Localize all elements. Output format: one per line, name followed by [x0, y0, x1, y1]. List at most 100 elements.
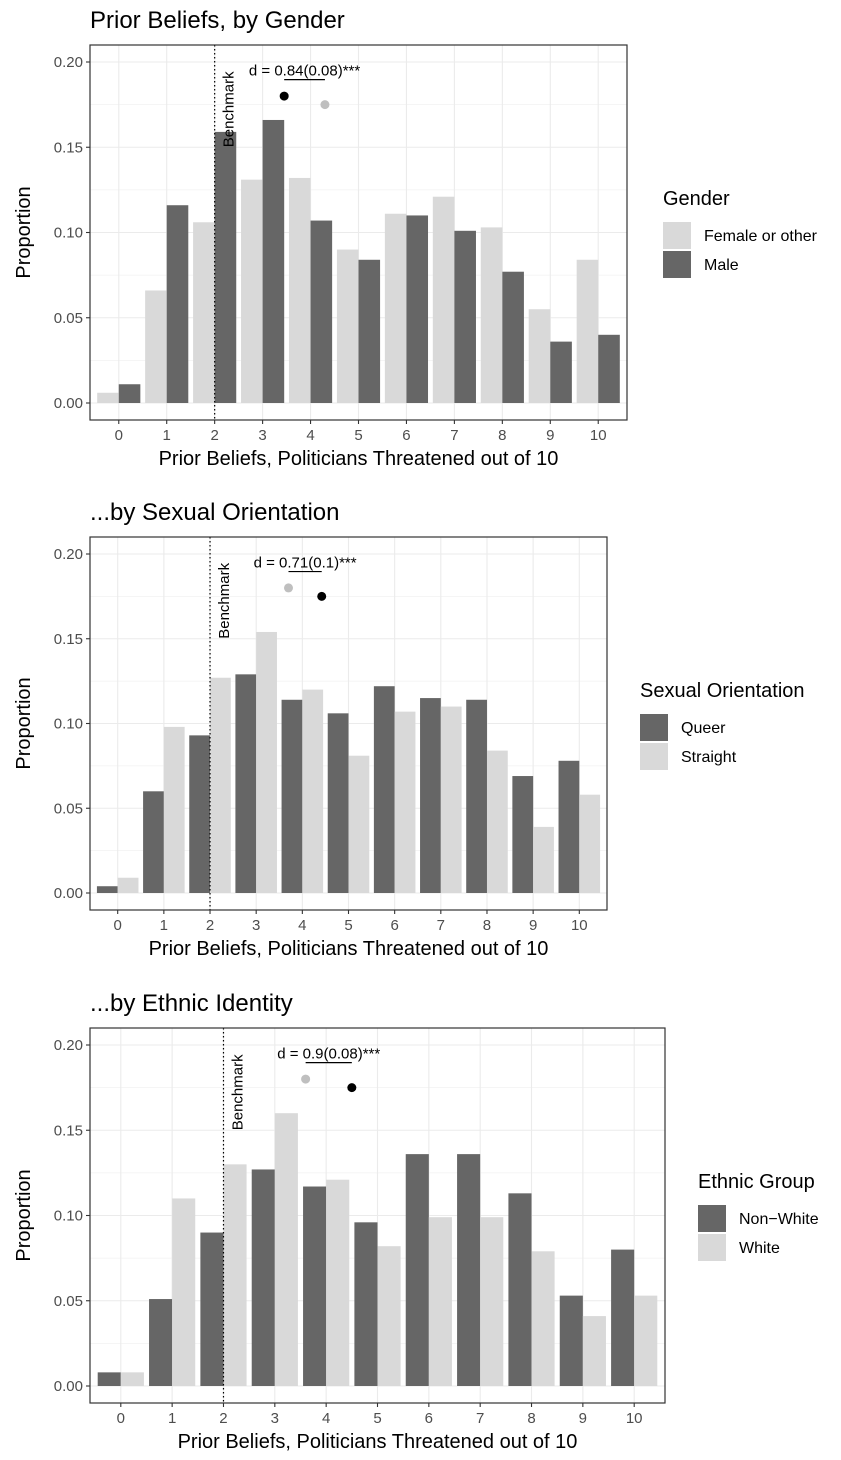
- bar: [327, 713, 349, 893]
- y-tick-label: 0.15: [54, 631, 83, 648]
- legend-key: [663, 251, 691, 278]
- legend-label: Female or other: [704, 228, 818, 245]
- bar: [559, 1295, 583, 1386]
- legend-key: [698, 1234, 726, 1261]
- y-tick-label: 0.10: [54, 716, 83, 733]
- bar: [420, 698, 441, 893]
- bar: [432, 196, 455, 403]
- bar: [428, 1217, 452, 1386]
- bar: [384, 213, 407, 403]
- bar: [454, 230, 476, 403]
- bar: [502, 271, 524, 403]
- benchmark-label: Benchmark: [229, 1054, 246, 1130]
- bar: [531, 1251, 555, 1386]
- legend: Sexual Orientation Queer Straight: [640, 680, 805, 770]
- x-tick-label: 4: [298, 917, 306, 934]
- y-tick-label: 0.00: [54, 1378, 83, 1395]
- x-tick-label: 0: [114, 917, 122, 934]
- bar: [274, 1113, 298, 1386]
- bar: [405, 1154, 429, 1386]
- x-tick-label: 7: [476, 1410, 484, 1427]
- bar: [288, 177, 311, 403]
- bar: [223, 1164, 247, 1386]
- benchmark-label: Benchmark: [221, 71, 238, 147]
- bar: [558, 760, 580, 893]
- x-tick-label: 6: [390, 917, 398, 934]
- effect-size-annotation: d = 0.84(0.08)***: [249, 63, 360, 80]
- y-tick-label: 0.20: [54, 54, 83, 71]
- bar: [579, 794, 601, 893]
- x-tick-label: 9: [546, 427, 554, 444]
- bar: [406, 215, 429, 403]
- benchmark-label: Benchmark: [216, 562, 233, 638]
- y-tick-label: 0.10: [54, 1208, 83, 1225]
- x-tick-label: 3: [271, 1410, 279, 1427]
- x-tick-label: 6: [402, 427, 410, 444]
- bar: [189, 735, 211, 893]
- bar: [149, 1299, 173, 1386]
- x-axis-label: Prior Beliefs, Politicians Threatened ou…: [178, 1431, 578, 1453]
- bar: [210, 677, 231, 893]
- bar: [598, 334, 620, 403]
- legend-label: Queer: [681, 720, 726, 737]
- x-axis-label: Prior Beliefs, Politicians Threatened ou…: [159, 448, 559, 470]
- x-tick-label: 0: [115, 427, 123, 444]
- bar: [241, 179, 263, 403]
- bar: [528, 309, 551, 403]
- x-tick-label: 10: [571, 917, 588, 934]
- x-tick-label: 8: [527, 1410, 535, 1427]
- bar: [256, 631, 277, 893]
- x-axis-label: Prior Beliefs, Politicians Threatened ou…: [149, 938, 549, 960]
- chart-0: Prior Beliefs, by Gender Benchmark d = 0.8…: [13, 7, 818, 470]
- x-tick-label: 7: [437, 917, 445, 934]
- effect-size-annotation: d = 0.9(0.08)***: [277, 1046, 380, 1063]
- bar: [533, 826, 554, 893]
- mean-point: [283, 583, 293, 593]
- bar: [466, 699, 487, 893]
- legend-title: Sexual Orientation: [640, 680, 805, 702]
- mean-point: [301, 1074, 311, 1084]
- x-tick-label: 8: [498, 427, 506, 444]
- x-tick-label: 1: [168, 1410, 176, 1427]
- y-tick-label: 0.20: [54, 546, 83, 563]
- legend-key: [663, 222, 691, 249]
- legend-key: [640, 714, 668, 741]
- bar: [200, 1232, 224, 1386]
- bar: [118, 384, 141, 403]
- x-tick-label: 10: [590, 427, 607, 444]
- bar: [172, 1198, 196, 1386]
- y-tick-label: 0.00: [54, 885, 83, 902]
- x-tick-label: 2: [210, 427, 218, 444]
- bar: [120, 1372, 144, 1386]
- x-tick-label: 0: [117, 1410, 125, 1427]
- legend-title: Ethnic Group: [698, 1171, 815, 1193]
- bar: [373, 686, 395, 893]
- legend-label: Straight: [681, 749, 737, 766]
- x-tick-label: 2: [206, 917, 214, 934]
- bar: [394, 711, 416, 893]
- bar: [310, 220, 333, 403]
- x-tick-label: 9: [579, 1410, 587, 1427]
- y-axis-label: Proportion: [13, 1169, 35, 1261]
- legend-key: [698, 1205, 726, 1232]
- bar: [302, 689, 324, 893]
- bar: [480, 1217, 504, 1386]
- bar: [457, 1154, 481, 1386]
- x-tick-label: 5: [344, 917, 352, 934]
- bar: [486, 750, 508, 893]
- y-tick-label: 0.15: [54, 139, 83, 156]
- bar: [251, 1169, 275, 1386]
- x-tick-label: 1: [163, 427, 171, 444]
- bar: [550, 341, 572, 403]
- x-tick-label: 2: [219, 1410, 227, 1427]
- y-tick-label: 0.10: [54, 225, 83, 242]
- effect-size-annotation: d = 0.71(0.1)***: [254, 555, 357, 572]
- chart-title: ...by Ethnic Identity: [90, 990, 293, 1017]
- y-axis-label: Proportion: [13, 677, 35, 769]
- bar: [166, 205, 189, 403]
- chart-2: ...by Ethnic Identity Benchmark d = 0.9(0.…: [13, 990, 819, 1453]
- mean-point: [347, 1083, 357, 1093]
- bar: [512, 776, 534, 893]
- legend: Gender Female or other Male: [663, 188, 818, 278]
